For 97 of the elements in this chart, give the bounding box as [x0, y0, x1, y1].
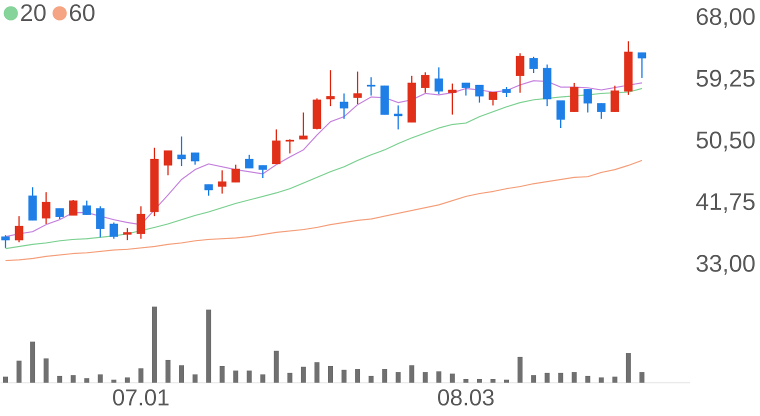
bar [206, 310, 212, 383]
bar [300, 366, 306, 383]
bar [626, 353, 631, 383]
bar [463, 379, 468, 383]
candlestick [597, 102, 606, 120]
candlestick [421, 72, 430, 94]
candlestick [340, 92, 348, 120]
candlestick [516, 52, 524, 94]
bar [558, 372, 564, 383]
bar [124, 378, 130, 383]
candlestick [55, 208, 64, 220]
bar [382, 369, 388, 383]
bar [70, 375, 76, 383]
candlestick [123, 228, 132, 241]
bar [436, 371, 442, 383]
bar [342, 370, 347, 383]
bar [504, 380, 510, 383]
legend-label: 60 [70, 4, 94, 22]
candlestick [272, 128, 281, 165]
bar [246, 370, 252, 383]
candlestick [110, 222, 118, 240]
bar [220, 366, 225, 383]
bar [598, 378, 604, 383]
candlestick [394, 104, 402, 130]
candlestick [353, 71, 362, 105]
bar [3, 376, 8, 383]
candlestick [69, 199, 78, 216]
bar [612, 376, 618, 383]
candlestick [286, 138, 294, 154]
candlestick [164, 150, 172, 176]
candlestick [299, 112, 308, 140]
candlestick [190, 152, 200, 166]
bar [396, 372, 401, 383]
candlestick [82, 200, 91, 216]
candlestick [462, 82, 470, 96]
candlestick [136, 206, 146, 240]
bar [409, 365, 414, 383]
candlestick [177, 136, 186, 167]
bar [328, 366, 333, 383]
bar [518, 357, 523, 383]
candlestick [1, 234, 10, 249]
y-tick-label: 33,00 [696, 255, 755, 275]
candlestick [14, 216, 24, 244]
candlestick [529, 56, 538, 74]
legend-label: 20 [21, 4, 46, 22]
candlestick [326, 70, 335, 107]
bar [274, 350, 279, 383]
candlestick [245, 154, 254, 169]
bar [260, 374, 266, 383]
bar [179, 365, 184, 383]
candlestick [448, 83, 457, 116]
bar [639, 372, 644, 383]
bar [544, 372, 550, 383]
candlestick [231, 164, 240, 184]
x-tick-label: 07.01 [113, 389, 169, 406]
bar [152, 306, 157, 383]
candlestick [475, 84, 484, 104]
candlestick [204, 184, 213, 196]
bar [192, 374, 198, 383]
y-tick-label: 59,25 [696, 70, 755, 90]
bar [476, 379, 482, 383]
candlestick [366, 76, 376, 96]
bar [166, 360, 170, 383]
bar [111, 380, 116, 383]
bar [585, 376, 590, 383]
candlestick [434, 66, 444, 95]
bar [84, 378, 90, 383]
bar [490, 379, 496, 383]
y-tick-label: 50,50 [696, 132, 755, 152]
candlestick [258, 164, 267, 179]
bar [44, 358, 49, 383]
bar [98, 374, 103, 383]
y-tick-label: 68,00 [696, 8, 755, 28]
candlestick [218, 170, 226, 194]
bar [30, 342, 36, 383]
bar [572, 372, 577, 383]
bar [138, 368, 144, 383]
candlestick [610, 85, 620, 113]
candlestick [42, 192, 50, 225]
bar [287, 372, 292, 383]
bar [16, 360, 22, 383]
bar [422, 372, 428, 383]
bar [450, 374, 455, 383]
candlestick [638, 52, 646, 79]
bar [233, 370, 238, 383]
bar [531, 375, 536, 383]
candlestick [556, 100, 565, 129]
bar [355, 369, 360, 383]
candlestick [502, 86, 511, 98]
candlestick [96, 206, 105, 238]
candlestick [488, 92, 498, 106]
bar [57, 376, 62, 383]
x-tick-label: 08.03 [438, 389, 494, 406]
candlestick [584, 88, 592, 114]
bar [314, 362, 320, 383]
y-tick-label: 41,75 [696, 193, 755, 214]
bar [368, 376, 374, 383]
